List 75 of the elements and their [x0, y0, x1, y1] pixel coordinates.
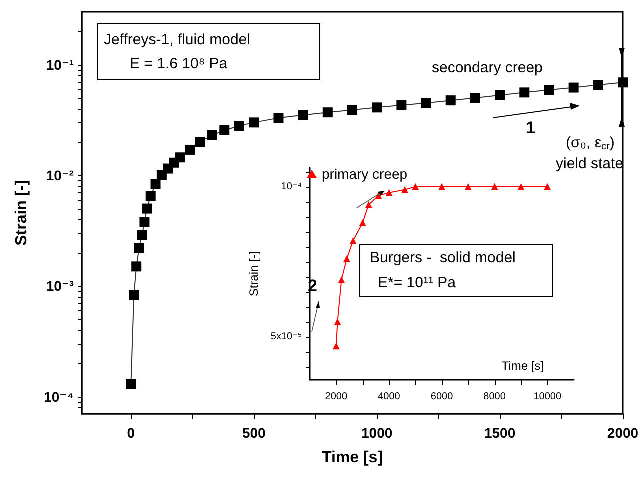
point	[412, 183, 420, 190]
point	[249, 118, 260, 128]
point	[618, 78, 628, 88]
point	[175, 152, 186, 163]
point	[332, 342, 340, 350]
point	[421, 98, 432, 108]
x-axis-title: Time [s]	[502, 359, 544, 373]
point	[593, 80, 604, 90]
point	[348, 105, 358, 116]
y-tick-label: 10⁻⁴	[44, 388, 74, 405]
point	[518, 183, 525, 190]
point	[150, 179, 161, 190]
point	[134, 243, 144, 254]
point	[195, 137, 206, 148]
point	[544, 183, 552, 190]
y-tick-label: 10⁻³	[46, 278, 74, 294]
point	[132, 262, 142, 272]
point	[142, 204, 152, 214]
x-tick-label: 8000	[484, 392, 506, 402]
point	[372, 102, 382, 113]
point	[464, 183, 472, 190]
point	[146, 191, 156, 202]
annotation: Jeffreys-1, fluid model	[104, 32, 250, 48]
point	[438, 183, 446, 190]
y-axis-title: Strain [-]	[247, 251, 261, 297]
point	[137, 230, 148, 240]
point	[334, 318, 342, 326]
point	[126, 379, 136, 390]
point	[298, 110, 308, 120]
annotation: 1	[526, 118, 536, 138]
point	[520, 88, 530, 98]
y-tick-label: 10⁻²	[46, 167, 74, 184]
point	[446, 96, 456, 106]
point	[491, 183, 498, 190]
annotation: yield state	[556, 156, 624, 172]
point	[207, 130, 218, 140]
x-tick-label: 500	[242, 425, 266, 441]
annotation: Burgers - solid model	[370, 250, 516, 266]
x-tick-label: 1000	[362, 425, 393, 441]
x-tick-label: 10000	[534, 392, 562, 402]
point	[140, 217, 150, 227]
point	[338, 276, 346, 284]
point	[375, 192, 382, 200]
y-tick-label: 10⁻¹	[46, 56, 74, 73]
point	[129, 290, 140, 300]
y-tick-label: 5x10⁻⁵	[270, 332, 302, 343]
point	[359, 219, 366, 226]
annotation: E*= 10¹¹ Pa	[378, 274, 457, 292]
x-axis-title: Time [s]	[322, 450, 384, 466]
x-tick-label: 4000	[378, 392, 401, 402]
point	[365, 201, 372, 208]
legend-label: primary creep	[322, 166, 408, 182]
point	[350, 237, 357, 244]
y-tick-label: 10⁻⁴	[281, 181, 302, 192]
x-tick-label: 2000	[607, 425, 639, 441]
point	[322, 108, 333, 118]
annotation: E = 1.6 10⁸ Pa	[130, 56, 228, 72]
point	[386, 189, 393, 196]
x-tick-label: 2000	[325, 392, 348, 402]
annotation: secondary creep	[432, 60, 543, 76]
point	[343, 255, 350, 262]
point	[495, 90, 506, 100]
point	[396, 100, 407, 110]
x-tick-label: 0	[127, 425, 136, 441]
point	[220, 125, 230, 136]
point	[470, 93, 480, 104]
point	[234, 121, 244, 131]
x-tick-label: 6000	[430, 392, 454, 402]
point	[402, 186, 409, 194]
point	[568, 82, 579, 93]
point	[185, 144, 196, 155]
y-axis-title: Strain [-]	[14, 180, 30, 246]
point	[274, 113, 284, 124]
x-tick-label: 1500	[484, 425, 516, 441]
point	[544, 85, 554, 96]
